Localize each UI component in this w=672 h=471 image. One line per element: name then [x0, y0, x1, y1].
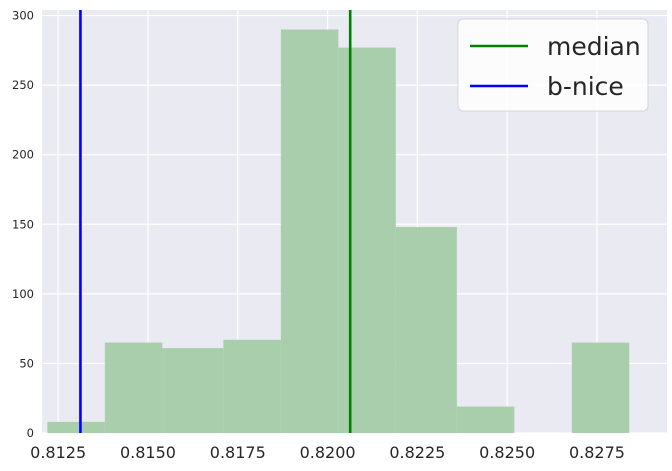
x-tick-label: 0.8125: [30, 443, 86, 462]
y-tick-label: 250: [12, 78, 34, 92]
histogram-bar-1: [104, 342, 163, 433]
x-tick-label: 0.8225: [389, 443, 445, 462]
x-tick-label: 0.8275: [569, 443, 625, 462]
histogram-bar-3: [223, 339, 281, 433]
histogram-bar-4: [280, 29, 339, 434]
histogram-bar-0: [47, 421, 105, 433]
x-tick-label: 0.8250: [479, 443, 535, 462]
legend-label: median: [547, 32, 641, 61]
x-tick-label: 0.8150: [120, 443, 176, 462]
legend-label: b-nice: [547, 72, 624, 101]
histogram-bar-2: [162, 348, 224, 433]
y-tick-label: 50: [19, 356, 34, 370]
legend: median b-nice: [457, 18, 649, 112]
reference-lines: [79, 10, 352, 433]
histogram-bar-9: [571, 342, 630, 433]
legend-box: [457, 18, 649, 112]
x-tick-label: 0.8175: [210, 443, 266, 462]
histogram-bar-5: [338, 47, 396, 433]
histogram-bars: [47, 29, 630, 434]
y-tick-label: 0: [27, 426, 34, 440]
histogram-bar-7: [456, 406, 515, 433]
histogram-bar-6: [395, 227, 457, 433]
y-tick-label: 150: [12, 217, 34, 231]
y-tick-label: 300: [12, 9, 34, 23]
y-axis-ticks: 0 50 100 150 200 250 300: [12, 9, 34, 440]
x-axis-ticks: 0.8125 0.8150 0.8175 0.8200 0.8225 0.8250 0.82…: [30, 443, 625, 462]
y-tick-label: 200: [12, 148, 34, 162]
y-tick-label: 100: [12, 287, 34, 301]
x-tick-label: 0.8200: [300, 443, 356, 462]
